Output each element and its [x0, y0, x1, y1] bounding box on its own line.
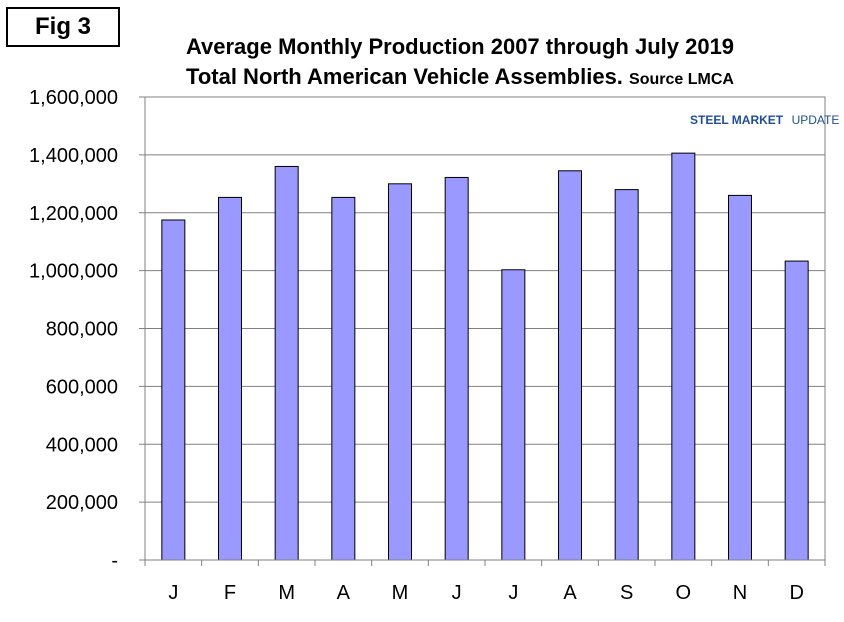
watermark-brand-rest: UPDATE: [792, 113, 840, 127]
bar: [784, 260, 809, 561]
watermark-brand-bold: STEEL MARKET: [690, 113, 784, 127]
bar: [558, 170, 582, 561]
bar: [671, 152, 696, 561]
y-tick-label: 1,000,000: [29, 261, 118, 283]
x-tick-label: M: [392, 582, 409, 604]
bar: [444, 176, 469, 561]
x-tick-label: J: [168, 582, 178, 604]
x-tick-label: S: [620, 582, 633, 604]
bar: [501, 269, 526, 561]
y-tick-label: 1,400,000: [29, 145, 118, 167]
bar: [388, 183, 412, 561]
x-tick-label: M: [278, 582, 295, 604]
x-tick-label: J: [508, 582, 518, 604]
bar: [614, 189, 639, 561]
chart-subtitle: Total North American Vehicle Assemblies.: [186, 64, 623, 89]
bar: [274, 165, 299, 561]
y-tick-label: 1,600,000: [29, 87, 118, 109]
chart-title: Average Monthly Production 2007 through …: [185, 34, 735, 59]
x-tick-label: F: [224, 582, 236, 604]
steel-market-update-logo: STEEL MARKET UPDATE: [690, 111, 839, 128]
y-tick-label: 200,000: [46, 492, 118, 514]
y-tick-label: 800,000: [46, 319, 118, 341]
y-tick-label: -: [111, 550, 118, 572]
x-tick-label: A: [563, 582, 577, 604]
chart-subtitle-line: Total North American Vehicle Assemblies.…: [120, 64, 800, 90]
bar: [161, 219, 186, 561]
x-tick-label: O: [676, 582, 692, 604]
watermark-text: STEEL MARKET UPDATE: [690, 111, 839, 128]
x-tick-label: A: [337, 582, 351, 604]
x-tick-label: N: [733, 582, 747, 604]
bar: [331, 196, 356, 561]
bars: [161, 152, 809, 561]
x-tick-label: D: [789, 582, 803, 604]
figure-label: Fig 3: [6, 7, 120, 47]
y-axis-ticks: - 200,000 400,000 600,000 800,000 1,000,000 1,…: [29, 87, 145, 572]
gridlines: [145, 154, 825, 503]
y-tick-label: 400,000: [46, 434, 118, 456]
chart-source: Source LMCA: [629, 71, 734, 88]
x-tick-label: J: [452, 582, 462, 604]
bar: [218, 196, 242, 561]
bar: [728, 194, 752, 561]
y-tick-label: 600,000: [46, 376, 118, 398]
y-tick-label: 1,200,000: [29, 203, 118, 225]
